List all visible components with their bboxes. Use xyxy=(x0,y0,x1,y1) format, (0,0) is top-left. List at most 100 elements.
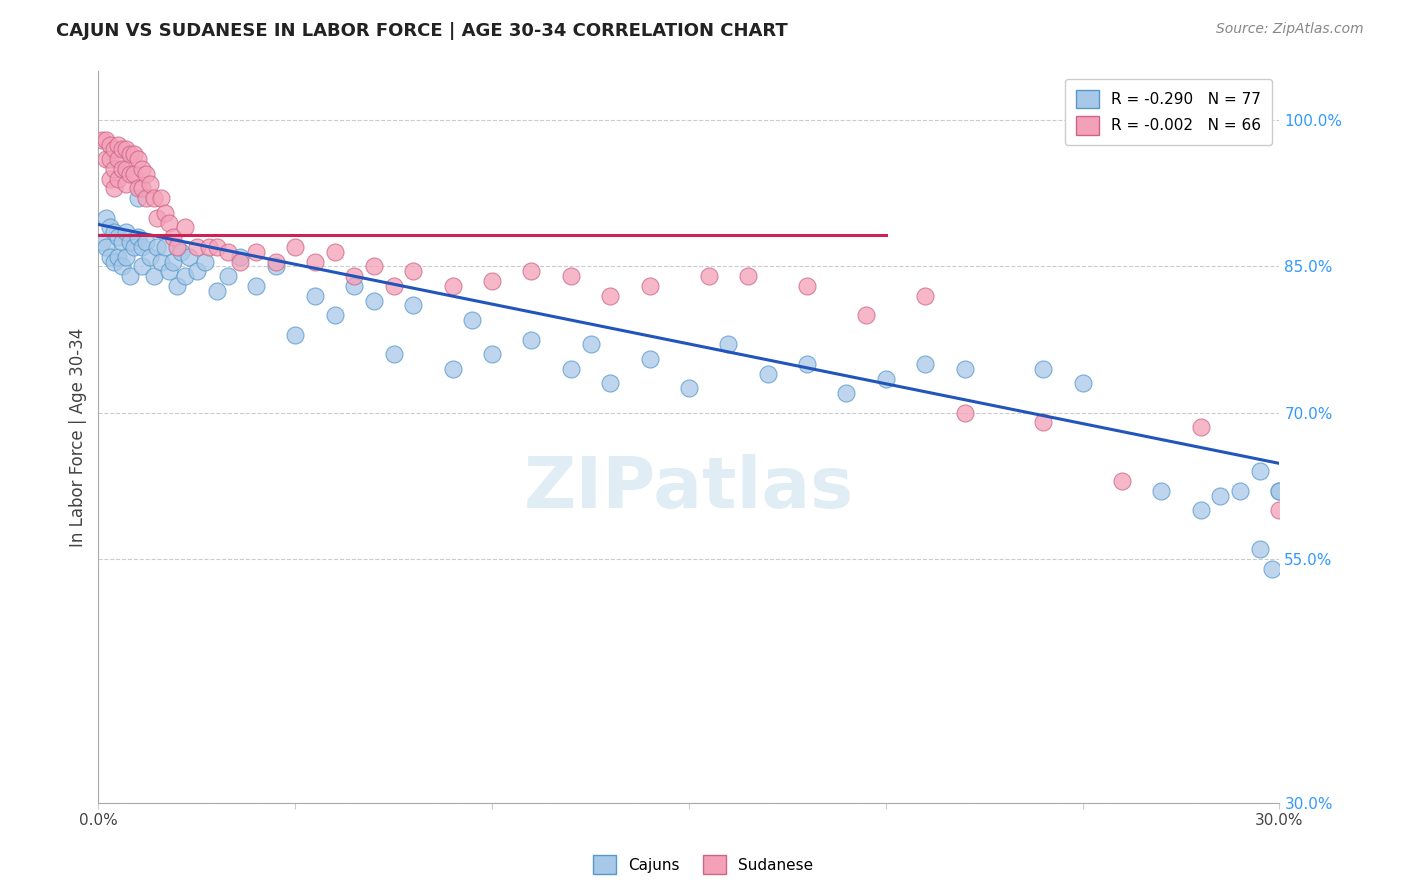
Point xyxy=(229,250,252,264)
Point xyxy=(118,235,141,249)
Point xyxy=(481,274,503,288)
Point xyxy=(118,269,141,284)
Point xyxy=(796,357,818,371)
Point xyxy=(103,181,125,195)
Point xyxy=(599,288,621,302)
Point xyxy=(91,133,114,147)
Point xyxy=(107,250,129,264)
Point xyxy=(1268,483,1291,498)
Point xyxy=(103,161,125,176)
Point xyxy=(138,250,160,264)
Y-axis label: In Labor Force | Age 30-34: In Labor Force | Age 30-34 xyxy=(69,327,87,547)
Point xyxy=(118,147,141,161)
Point xyxy=(142,191,165,205)
Point xyxy=(155,240,177,254)
Point xyxy=(245,279,267,293)
Point xyxy=(678,381,700,395)
Point xyxy=(717,337,740,351)
Point xyxy=(115,142,138,156)
Point xyxy=(98,137,121,152)
Point xyxy=(520,264,543,278)
Point xyxy=(177,250,200,264)
Point xyxy=(1111,474,1133,488)
Point xyxy=(1268,483,1291,498)
Point xyxy=(264,254,287,268)
Point xyxy=(914,357,936,371)
Point xyxy=(98,220,121,235)
Point xyxy=(122,167,145,181)
Point xyxy=(1249,464,1271,478)
Point xyxy=(103,225,125,239)
Point xyxy=(162,230,184,244)
Point xyxy=(96,211,118,225)
Point xyxy=(96,240,118,254)
Point xyxy=(284,327,307,342)
Point xyxy=(96,152,118,166)
Point xyxy=(115,161,138,176)
Point xyxy=(1288,469,1310,483)
Point xyxy=(1150,483,1173,498)
Point xyxy=(875,371,897,385)
Point xyxy=(402,298,425,312)
Point xyxy=(1032,416,1054,430)
Point xyxy=(186,264,208,278)
Point xyxy=(461,313,484,327)
Point xyxy=(162,254,184,268)
Point xyxy=(323,308,346,322)
Point xyxy=(1071,376,1094,391)
Point xyxy=(127,230,149,244)
Point xyxy=(107,152,129,166)
Point xyxy=(1032,361,1054,376)
Point xyxy=(127,191,149,205)
Point xyxy=(197,240,219,254)
Point xyxy=(599,376,621,391)
Point xyxy=(174,269,197,284)
Point xyxy=(756,367,779,381)
Point xyxy=(111,235,134,249)
Point xyxy=(560,361,582,376)
Point xyxy=(138,177,160,191)
Point xyxy=(157,215,180,229)
Point xyxy=(323,244,346,259)
Point xyxy=(638,352,661,367)
Point xyxy=(150,254,173,268)
Point xyxy=(157,264,180,278)
Point xyxy=(796,279,818,293)
Point xyxy=(96,133,118,147)
Point xyxy=(304,254,326,268)
Point xyxy=(131,260,153,274)
Point xyxy=(914,288,936,302)
Point xyxy=(1189,503,1212,517)
Point xyxy=(264,260,287,274)
Point xyxy=(135,235,157,249)
Point xyxy=(135,167,157,181)
Point xyxy=(115,225,138,239)
Point xyxy=(122,147,145,161)
Point xyxy=(205,284,228,298)
Point xyxy=(166,279,188,293)
Point xyxy=(146,211,169,225)
Point xyxy=(98,152,121,166)
Point xyxy=(1327,503,1350,517)
Point xyxy=(1209,489,1232,503)
Point xyxy=(1189,420,1212,434)
Point xyxy=(107,137,129,152)
Point xyxy=(382,279,405,293)
Point xyxy=(217,269,239,284)
Point xyxy=(131,161,153,176)
Point xyxy=(142,269,165,284)
Point xyxy=(150,191,173,205)
Point xyxy=(135,191,157,205)
Point xyxy=(127,181,149,195)
Point xyxy=(363,293,385,308)
Point xyxy=(205,240,228,254)
Point xyxy=(103,142,125,156)
Legend: R = -0.290   N = 77, R = -0.002   N = 66: R = -0.290 N = 77, R = -0.002 N = 66 xyxy=(1066,79,1272,145)
Point xyxy=(560,269,582,284)
Point xyxy=(194,254,217,268)
Point xyxy=(111,161,134,176)
Point xyxy=(229,254,252,268)
Text: ZIPatlas: ZIPatlas xyxy=(524,454,853,523)
Point xyxy=(1268,503,1291,517)
Point xyxy=(382,347,405,361)
